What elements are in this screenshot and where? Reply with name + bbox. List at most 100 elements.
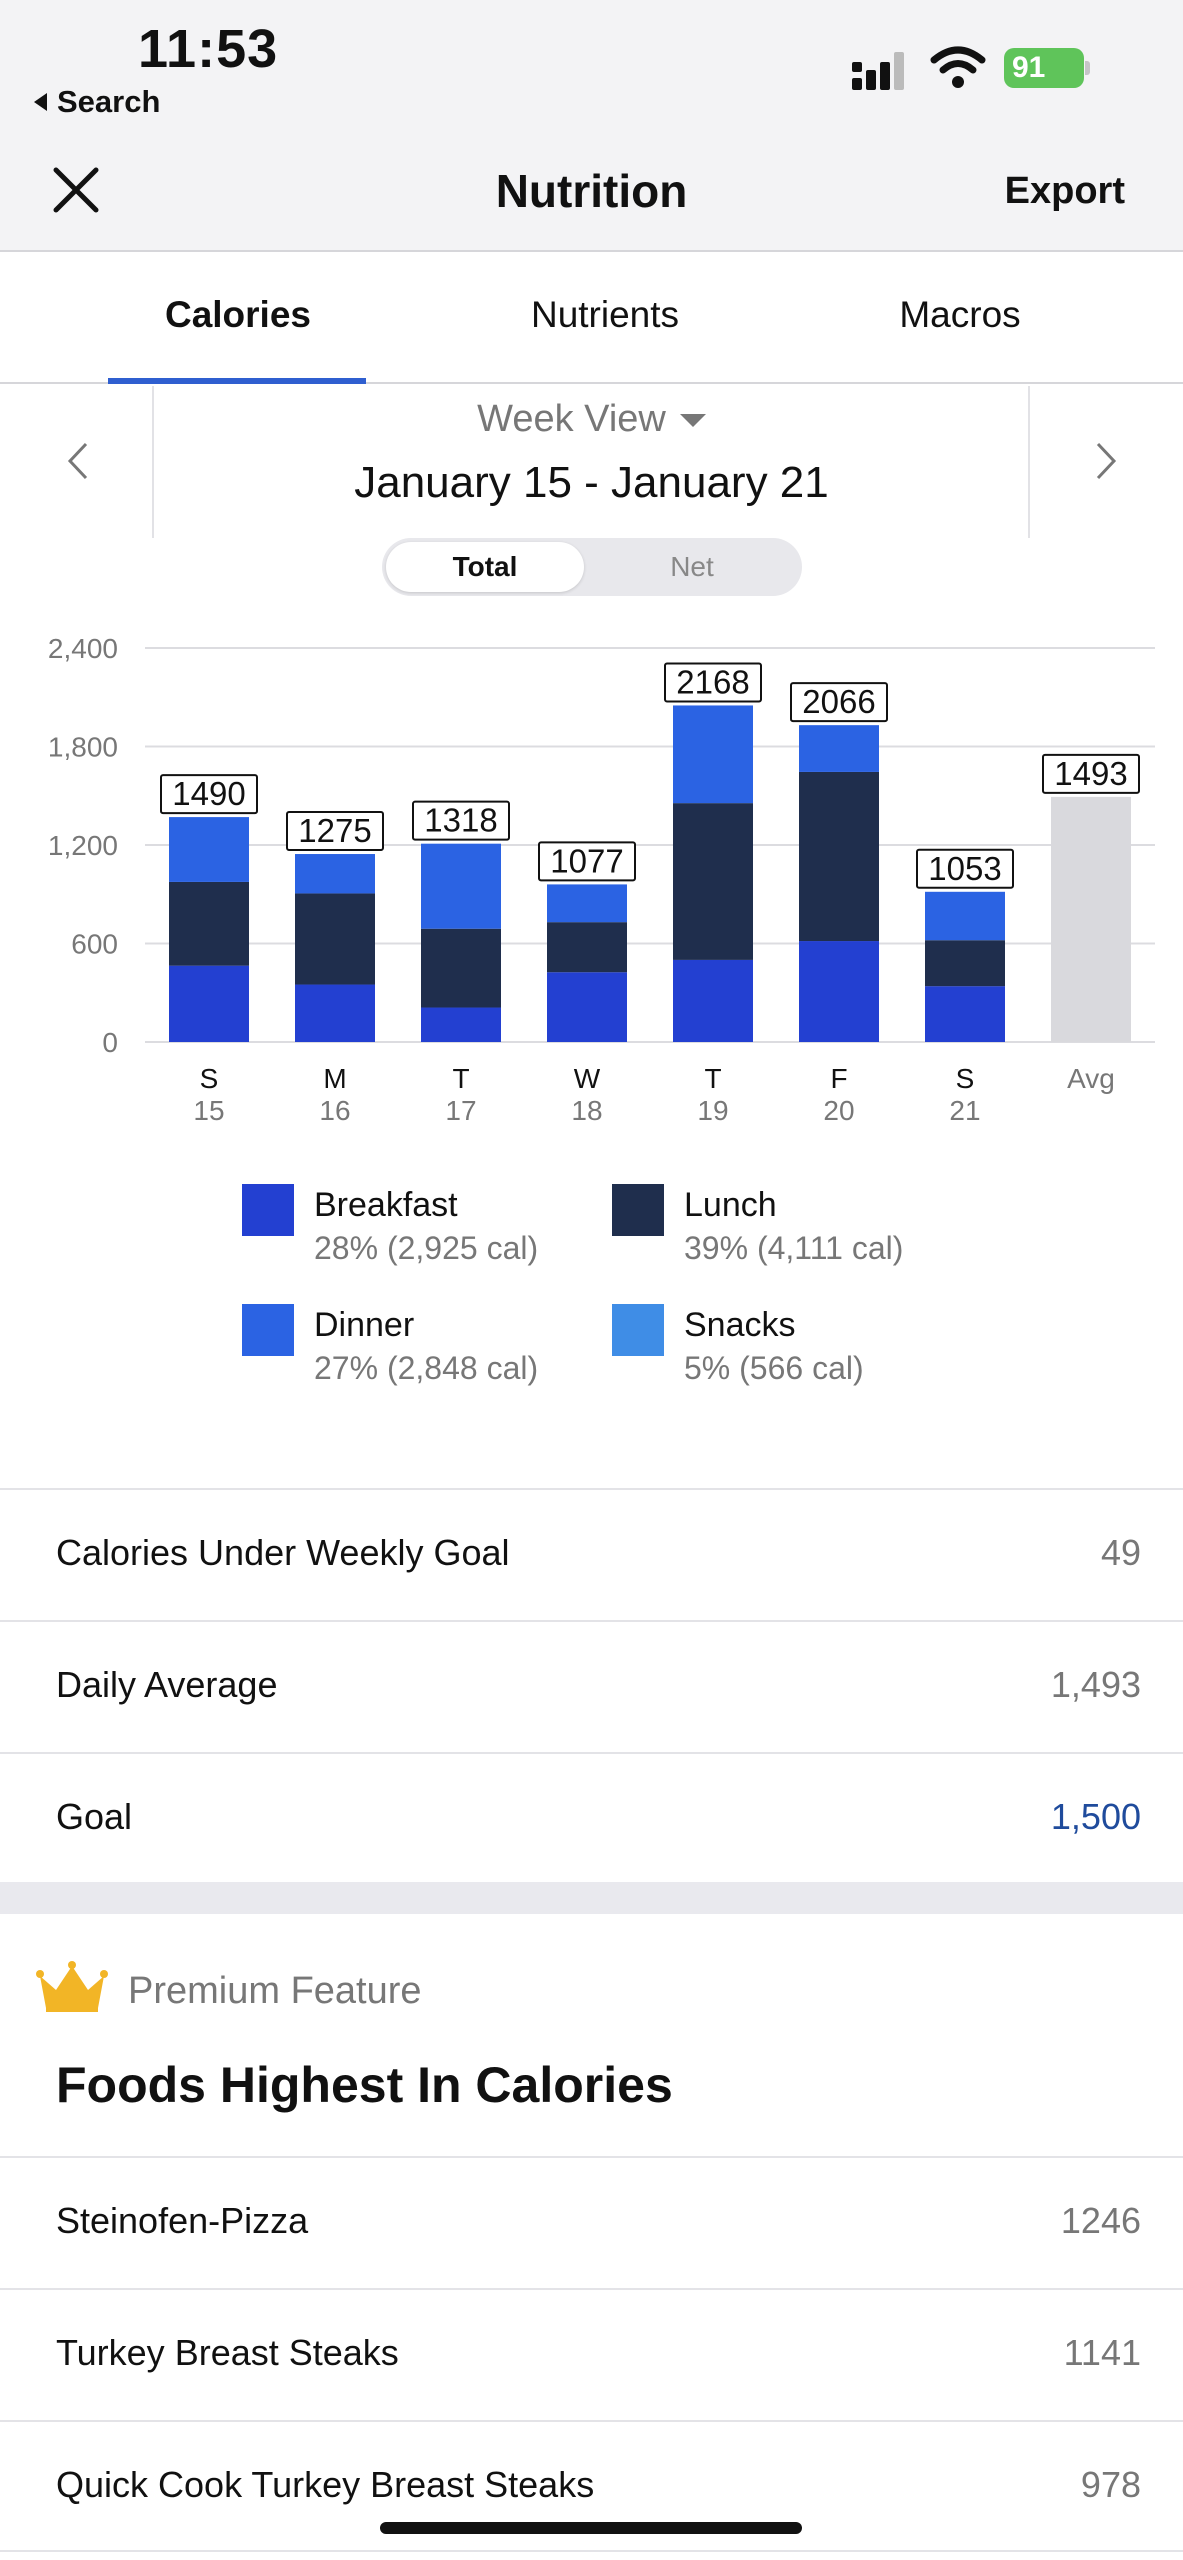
bar-segment-breakfast [925, 986, 1005, 1042]
summary-row-goal[interactable]: Goal 1,500 [0, 1752, 1183, 1884]
toggle-net[interactable]: Net [670, 551, 714, 582]
y-tick-label: 2,400 [48, 633, 118, 664]
bar-segment-lunch [547, 922, 627, 973]
legend-snacks: Snacks 5% (566 cal) [612, 1300, 972, 1400]
bar-total-label-box [538, 841, 636, 882]
bar-total-label-box [286, 811, 384, 852]
chevron-left-icon[interactable] [58, 436, 98, 486]
legend-breakfast: Breakfast 28% (2,925 cal) [242, 1180, 602, 1280]
bar-segment-lunch [169, 881, 249, 966]
legend-swatch [612, 1304, 664, 1356]
summary-row-daily-average: Daily Average 1,493 [0, 1620, 1183, 1752]
cellular-signal-icon [852, 52, 904, 90]
food-name: Steinofen-Pizza [56, 2200, 309, 2241]
x-date-label: 16 [319, 1095, 350, 1126]
tab-nutrients[interactable]: Nutrients [530, 294, 680, 335]
bar-total-label-box [790, 682, 888, 723]
bar-segment-dinner [673, 705, 753, 804]
x-day-label: S [200, 1063, 219, 1094]
toggle-total[interactable]: Total [386, 542, 584, 592]
x-date-label: 20 [823, 1095, 854, 1126]
tab-macros[interactable]: Macros [899, 294, 1021, 335]
x-day-label: S [956, 1063, 975, 1094]
bar-total-label: 2168 [676, 663, 749, 700]
legend-lunch: Lunch 39% (4,111 cal) [612, 1180, 972, 1280]
bar-total-label-box [412, 800, 510, 841]
legend-name: Lunch [684, 1186, 777, 1224]
active-tab-indicator [108, 378, 366, 384]
food-row[interactable]: Steinofen-Pizza 1246 [0, 2156, 1183, 2288]
x-day-label: W [574, 1063, 601, 1094]
nav-header: 11:53 Search 91 Nutrition Export [0, 0, 1183, 252]
back-arrow-icon [34, 93, 47, 111]
home-indicator [380, 2522, 802, 2534]
foods-section-title: Foods Highest In Calories [56, 2057, 673, 2113]
bar-segment-dinner [169, 817, 249, 882]
legend-swatch [242, 1304, 294, 1356]
food-calories: 1141 [1063, 2332, 1141, 2373]
bar-total-label-box [664, 662, 762, 703]
summary-label: Daily Average [56, 1664, 278, 1705]
food-name: Turkey Breast Steaks [56, 2332, 399, 2373]
bar-total-label: 1490 [172, 775, 245, 812]
bar-total-label: 2066 [802, 683, 875, 720]
x-day-label: M [323, 1063, 346, 1094]
tab-calories[interactable]: Calories [164, 294, 311, 335]
status-time: 11:53 [138, 19, 279, 79]
legend-name: Snacks [684, 1306, 796, 1344]
view-dropdown-label: Week View [477, 398, 666, 440]
bar-segment-dinner [547, 884, 627, 923]
legend-detail: 28% (2,925 cal) [314, 1230, 539, 1266]
legend-swatch [242, 1184, 294, 1236]
bar-segment-dinner [421, 843, 501, 929]
food-row[interactable]: Turkey Breast Steaks 1141 [0, 2288, 1183, 2420]
x-day-label: T [452, 1063, 469, 1094]
bar-segment-breakfast [799, 941, 879, 1042]
battery-nub [1085, 61, 1090, 75]
total-net-toggle: Total Net [382, 538, 802, 596]
premium-label: Premium Feature [128, 1970, 422, 2012]
y-tick-label: 1,200 [48, 830, 118, 861]
view-dropdown[interactable]: Week View [0, 398, 1183, 441]
bar-segment-dinner [925, 891, 1005, 941]
bar-segment-breakfast [295, 984, 375, 1042]
summary-value: 49 [1100, 1532, 1141, 1573]
bar-segment-lunch [799, 771, 879, 942]
back-search-label: Search [57, 84, 161, 119]
caret-down-icon [679, 414, 706, 428]
bar-total-label: 1318 [424, 802, 497, 839]
x-day-label: F [830, 1063, 847, 1094]
battery-indicator: 91 [1004, 48, 1090, 88]
goal-value: 1,500 [1050, 1796, 1141, 1837]
battery-level: 91 [1004, 48, 1084, 88]
export-button[interactable]: Export [1004, 170, 1125, 212]
crown-icon [36, 1961, 108, 2012]
bar-segment-lunch [421, 928, 501, 1008]
bar-total-label: 1053 [928, 850, 1001, 887]
bar-total-label-box [160, 774, 258, 815]
bar-segment-lunch [295, 893, 375, 985]
bar-segment-dinner [295, 854, 375, 894]
legend-name: Breakfast [314, 1186, 458, 1224]
x-day-label: T [704, 1063, 721, 1094]
y-tick-label: 600 [71, 929, 118, 960]
summary-row-under-goal: Calories Under Weekly Goal 49 [0, 1488, 1183, 1620]
bar-segment-breakfast [547, 972, 627, 1042]
bar-segment-lunch [925, 940, 1005, 987]
tab-bar: Calories Nutrients Macros [0, 254, 1183, 384]
x-date-label: 21 [949, 1095, 980, 1126]
bar-segment-breakfast [673, 959, 753, 1042]
food-calories: 978 [1080, 2464, 1141, 2505]
bar-segment-breakfast [169, 965, 249, 1042]
bar-segment-dinner [799, 725, 879, 772]
summary-label: Goal [56, 1796, 133, 1837]
bar-total-label-box [916, 848, 1014, 889]
chevron-right-icon[interactable] [1086, 436, 1126, 486]
summary-value: 1,493 [1050, 1664, 1141, 1705]
back-to-search-link[interactable]: Search [34, 84, 160, 120]
close-icon[interactable] [50, 164, 102, 216]
legend-swatch [612, 1184, 664, 1236]
bar-total-label: 1077 [550, 842, 623, 879]
chart-legend: Breakfast 28% (2,925 cal) Lunch 39% (4,1… [0, 1180, 1183, 1410]
calories-chart: 06001,2001,8002,4001490S151275M161318T17… [48, 633, 1155, 1126]
